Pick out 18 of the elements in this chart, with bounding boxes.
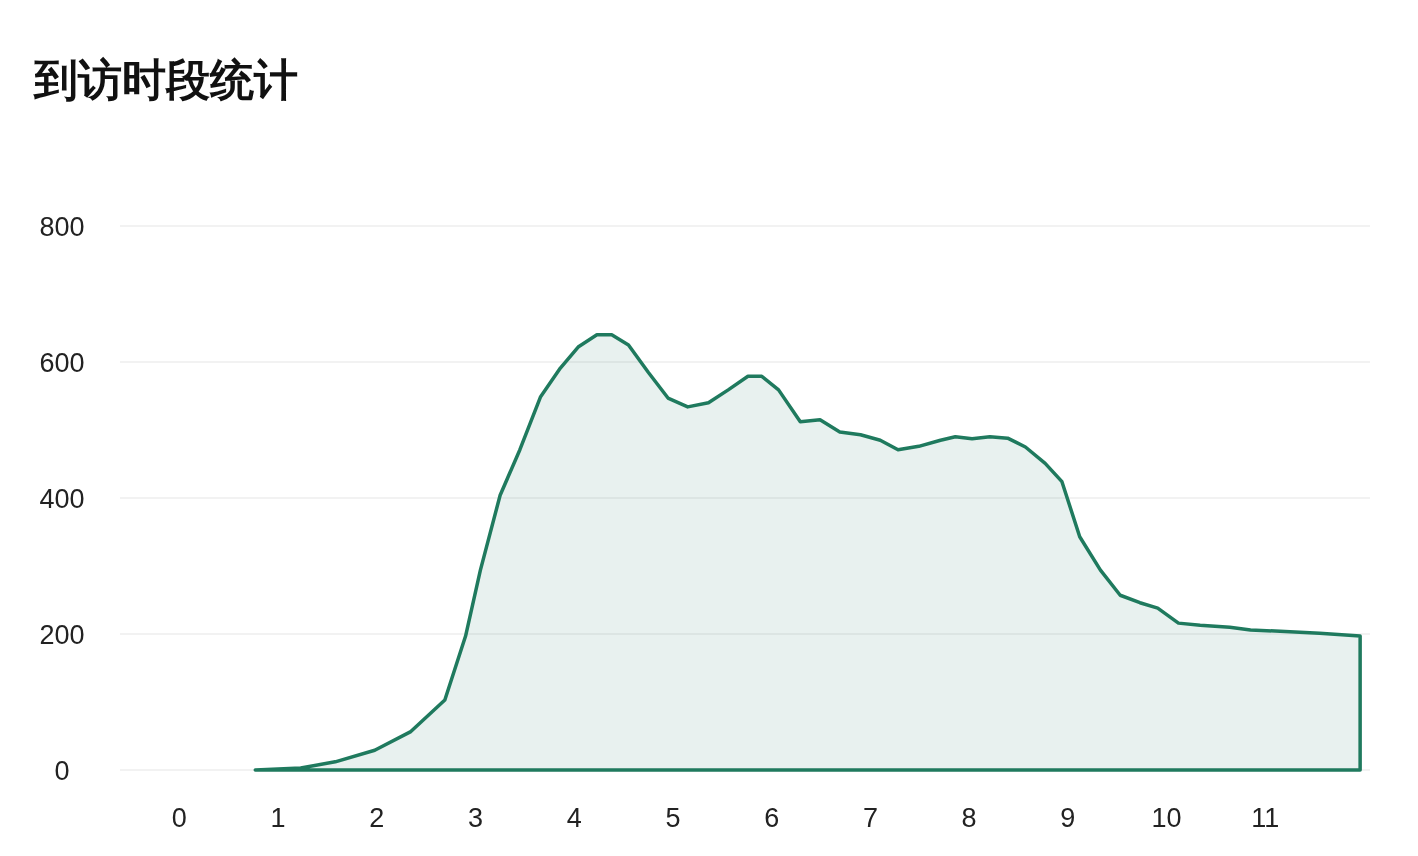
x-tick-label: 11: [1251, 803, 1280, 833]
x-tick-label: 1: [270, 803, 286, 833]
x-tick-label: 3: [467, 803, 483, 833]
x-tick-label: 7: [862, 803, 878, 833]
y-tick-label: 0: [54, 756, 70, 786]
x-tick-label: 6: [764, 803, 780, 833]
title: 到访时段统计: [34, 55, 298, 104]
x-tick-label: 4: [566, 803, 582, 833]
x-tick-label: 5: [665, 803, 681, 833]
x-tick-label: 10: [1151, 803, 1182, 833]
x-tick-label: 8: [961, 803, 977, 833]
y-tick-label: 800: [39, 212, 85, 242]
x-tick-label: 9: [1060, 803, 1076, 833]
y-tick-label: 200: [39, 620, 85, 650]
y-tick-label: 400: [39, 484, 85, 514]
y-tick-label: 600: [39, 348, 85, 378]
x-tick-label: 2: [369, 803, 385, 833]
x-tick-label: 0: [171, 803, 187, 833]
